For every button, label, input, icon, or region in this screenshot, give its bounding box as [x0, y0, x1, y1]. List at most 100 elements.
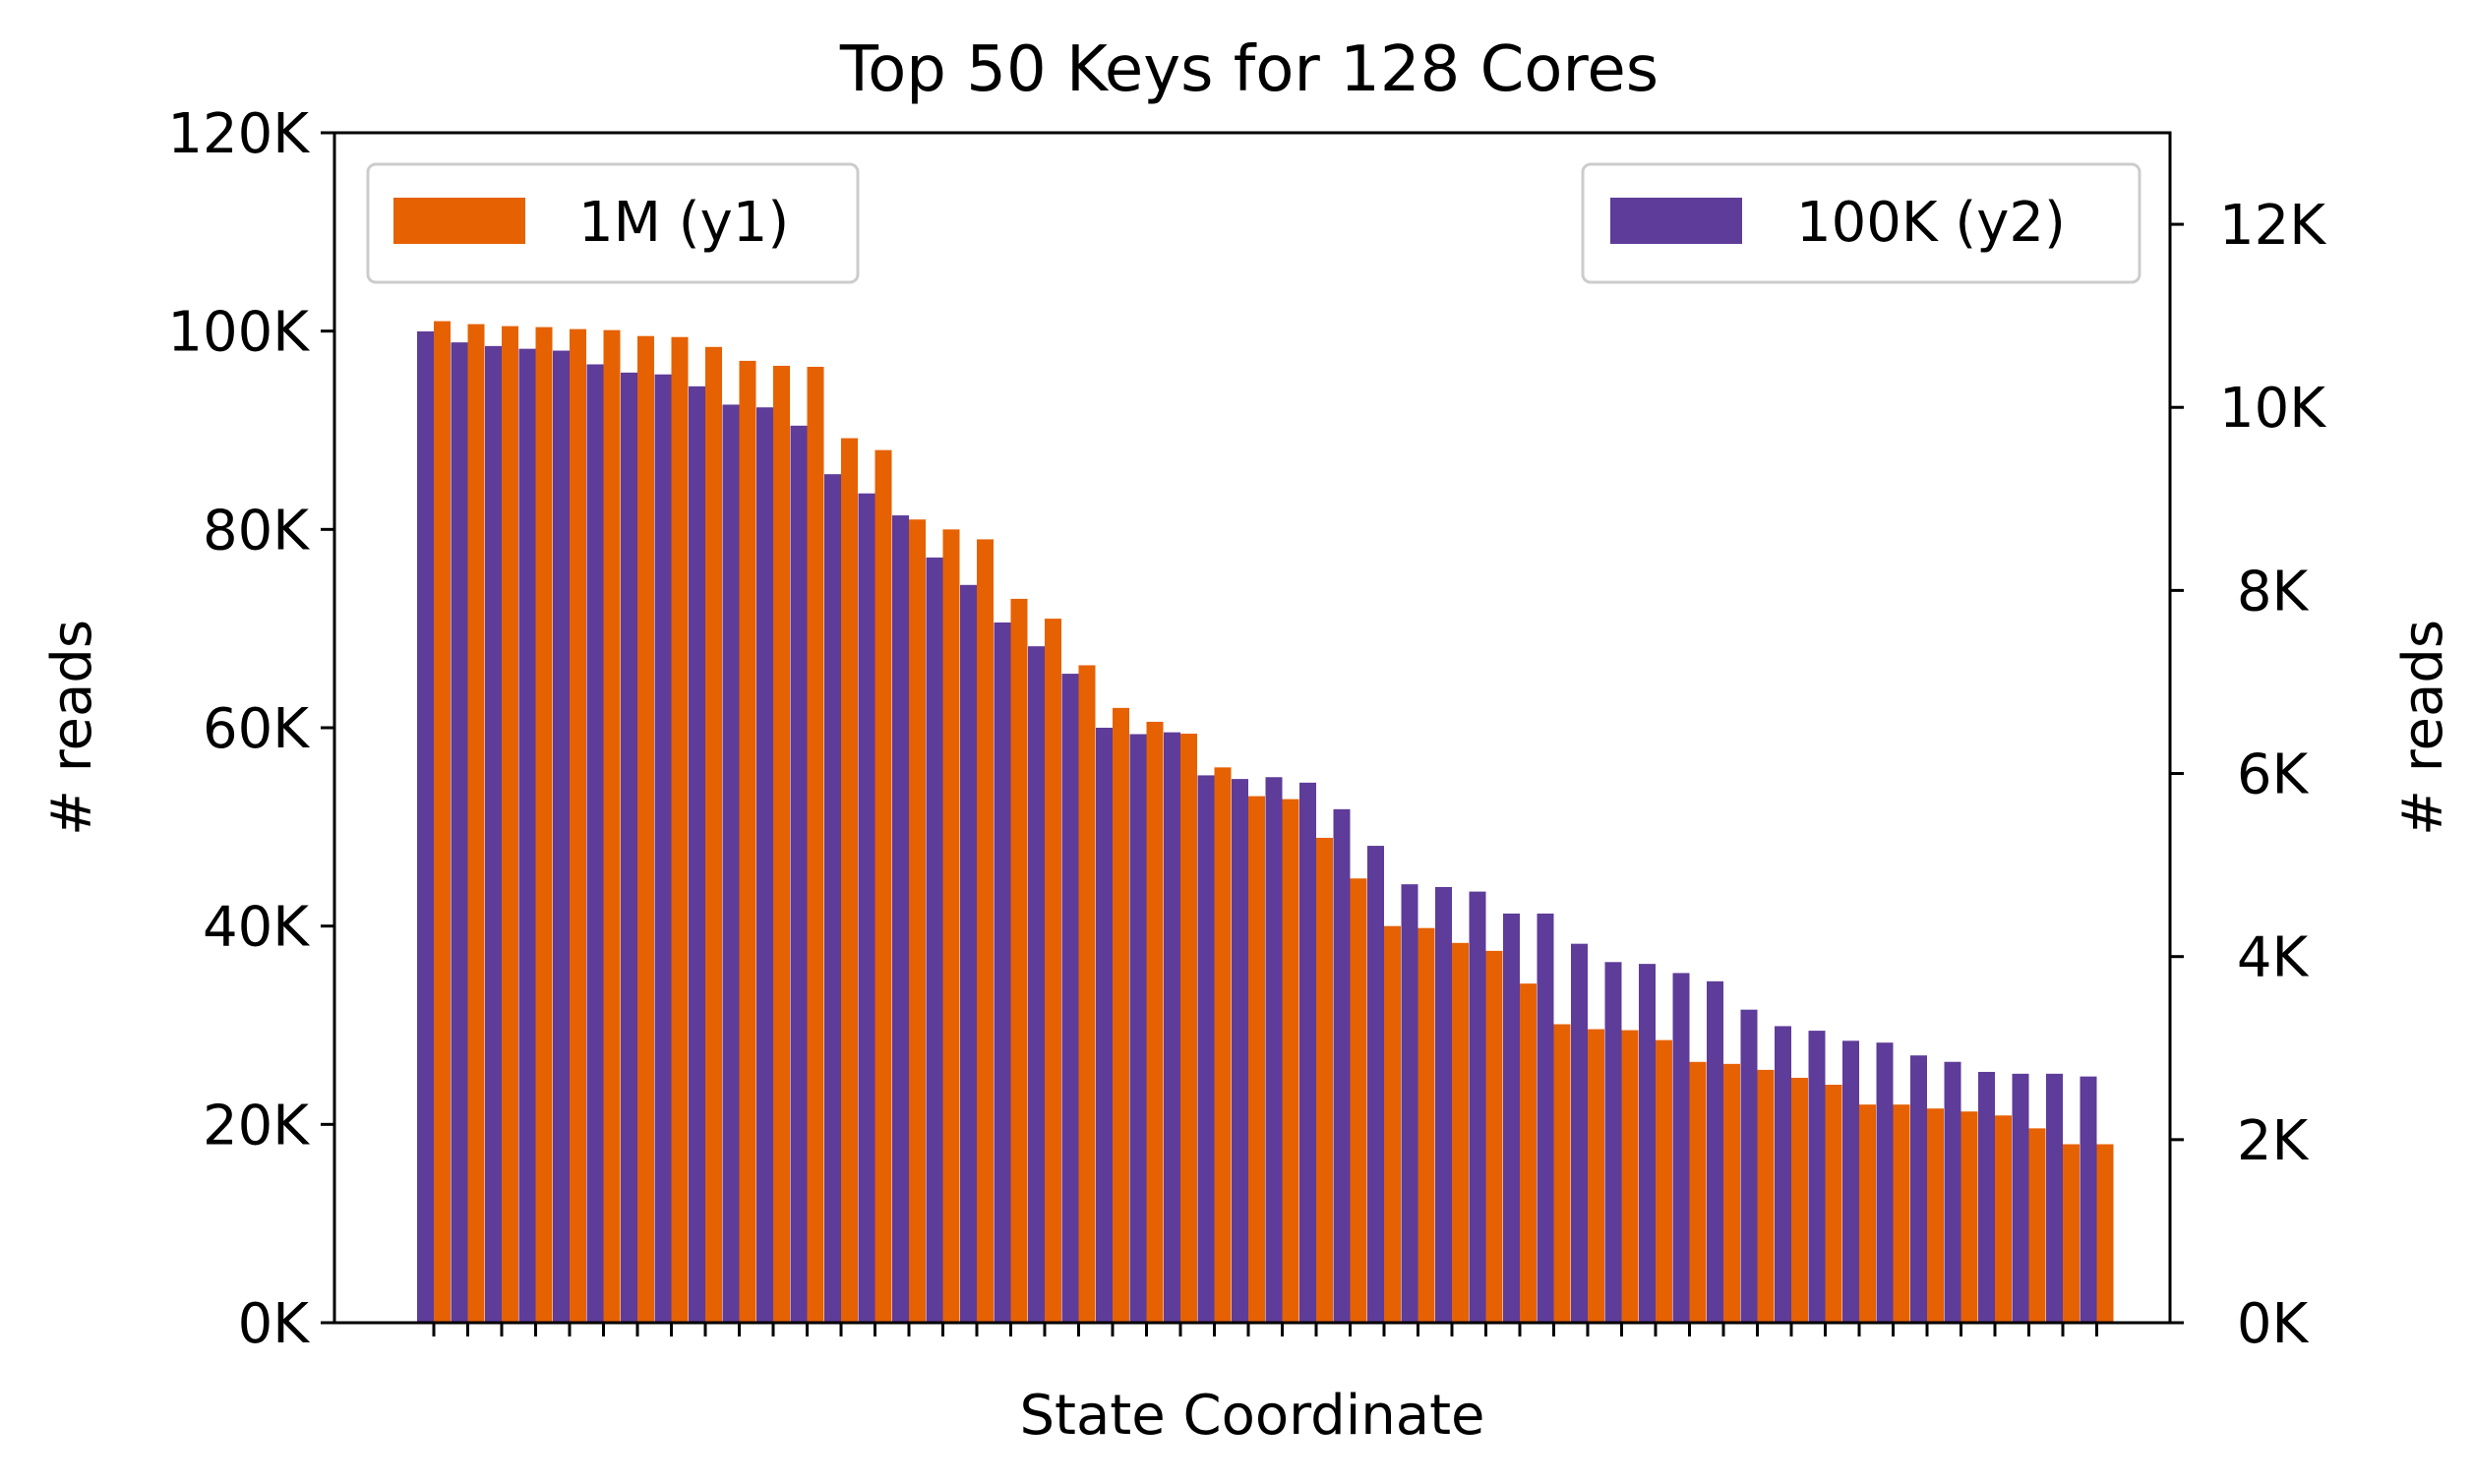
bar-100k-45 — [1910, 1055, 1927, 1323]
left-y-axis: 0K 20K 40K 60K 80K 100K 120K — [167, 102, 334, 1356]
left-y-tick-label-2: 40K — [203, 896, 310, 960]
bar-1m-19 — [1045, 619, 1061, 1323]
left-y-tick-label-0: 0K — [238, 1292, 311, 1356]
right-y-tick-label-0: 0K — [2237, 1292, 2310, 1356]
bar-100k-36 — [1604, 962, 1622, 1323]
left-y-tick-label-5: 100K — [167, 301, 310, 365]
bar-100k-33 — [1503, 913, 1520, 1323]
bar-1m-34 — [1553, 1024, 1571, 1323]
bar-1m-5 — [570, 328, 586, 1323]
bar-100k-27 — [1299, 782, 1316, 1323]
bar-100k-34 — [1537, 913, 1554, 1323]
bar-100k-40 — [1740, 1009, 1758, 1323]
bar-100k-42 — [1808, 1031, 1826, 1323]
bar-100k-37 — [1639, 964, 1656, 1323]
bar-1m-7 — [637, 335, 654, 1323]
bar-1m-21 — [1113, 707, 1129, 1323]
bar-100k-4 — [518, 348, 536, 1324]
bar-1m-3 — [502, 326, 518, 1323]
bar-100k-8 — [654, 374, 672, 1323]
bars-group — [417, 321, 2114, 1324]
left-y-tick-label-6: 120K — [167, 102, 310, 166]
bar-1m-17 — [977, 539, 994, 1323]
bar-100k-49 — [2046, 1073, 2063, 1323]
bar-1m-50 — [2096, 1144, 2114, 1323]
legend-left-frame — [366, 162, 860, 284]
bar-1m-32 — [1485, 950, 1503, 1323]
legend-right: 100K (y2) — [1581, 162, 2141, 284]
bar-1m-35 — [1588, 1029, 1604, 1323]
bar-100k-24 — [1197, 775, 1215, 1323]
bar-100k-5 — [553, 350, 570, 1323]
right-y-tick-label-5: 10K — [2219, 377, 2326, 441]
bar-100k-11 — [756, 407, 773, 1323]
bar-100k-3 — [485, 345, 502, 1323]
right-y-tick-label-1: 2K — [2237, 1109, 2310, 1173]
bar-100k-14 — [858, 493, 875, 1323]
bar-1m-40 — [1757, 1069, 1775, 1323]
bar-1m-49 — [2063, 1144, 2080, 1323]
bar-100k-6 — [586, 364, 604, 1323]
right-y-tick-label-3: 6K — [2237, 743, 2310, 807]
bar-100k-46 — [1944, 1061, 1961, 1323]
bar-1m-47 — [1995, 1115, 2012, 1323]
bar-1m-18 — [1010, 598, 1028, 1323]
bar-100k-44 — [1876, 1042, 1894, 1323]
bar-100k-26 — [1265, 777, 1283, 1323]
bar-1m-27 — [1316, 837, 1333, 1323]
x-ticks-group — [432, 1323, 2098, 1336]
bar-1m-38 — [1689, 1061, 1707, 1323]
bar-1m-20 — [1078, 665, 1096, 1323]
bar-100k-23 — [1164, 732, 1180, 1323]
legend-right-swatch — [1610, 198, 1742, 244]
bar-100k-39 — [1707, 980, 1723, 1323]
left-y-tick-label-1: 20K — [203, 1094, 310, 1158]
bar-1m-29 — [1384, 925, 1401, 1323]
right-y-tick-label-4: 8K — [2237, 560, 2310, 623]
bar-1m-22 — [1146, 721, 1164, 1323]
bar-1m-1 — [434, 321, 451, 1323]
left-y-axis-label: # reads — [40, 620, 104, 836]
bar-1m-8 — [671, 336, 689, 1323]
bar-1m-10 — [739, 360, 756, 1324]
bar-100k-7 — [621, 372, 637, 1323]
bar-100k-1 — [417, 330, 434, 1323]
bar-100k-9 — [689, 386, 705, 1323]
legend-left: 1M (y1) — [366, 162, 860, 284]
right-y-axis: 0K 2K 4K 6K 8K 10K 12K — [2170, 194, 2326, 1356]
bar-1m-30 — [1417, 927, 1435, 1323]
bar-100k-21 — [1096, 728, 1113, 1323]
bar-100k-13 — [824, 474, 841, 1324]
bar-1m-12 — [807, 366, 824, 1323]
bar-1m-25 — [1248, 796, 1265, 1323]
bar-100k-25 — [1232, 779, 1248, 1323]
bar-100k-28 — [1333, 808, 1351, 1323]
bar-1m-2 — [467, 324, 485, 1323]
bar-100k-12 — [790, 425, 808, 1323]
bar-1m-44 — [1893, 1104, 1910, 1323]
bar-100k-20 — [1061, 674, 1079, 1323]
bar-1m-39 — [1723, 1063, 1740, 1323]
bar-1m-41 — [1791, 1077, 1808, 1323]
bar-1m-33 — [1520, 983, 1537, 1323]
bar-1m-43 — [1859, 1104, 1876, 1323]
bar-100k-47 — [1978, 1071, 1995, 1323]
left-y-tick-label-4: 80K — [203, 499, 310, 563]
bar-100k-17 — [960, 584, 977, 1323]
bar-100k-43 — [1842, 1040, 1859, 1323]
bar-100k-38 — [1672, 973, 1690, 1323]
bar-1m-28 — [1350, 878, 1367, 1323]
bar-1m-9 — [705, 346, 722, 1323]
legend-left-swatch — [393, 198, 525, 244]
bar-100k-41 — [1775, 1026, 1791, 1323]
legend-right-label: 100K (y2) — [1796, 191, 2066, 255]
legend-left-label: 1M (y1) — [578, 191, 789, 255]
bar-100k-32 — [1469, 891, 1486, 1323]
chart-title: Top 50 Keys for 128 Cores — [839, 33, 1659, 106]
bar-1m-31 — [1452, 942, 1469, 1323]
bar-100k-48 — [2012, 1073, 2029, 1323]
bar-100k-35 — [1571, 943, 1588, 1323]
bar-1m-37 — [1656, 1039, 1672, 1323]
bar-100k-22 — [1129, 734, 1147, 1323]
right-y-tick-label-6: 12K — [2219, 194, 2326, 258]
